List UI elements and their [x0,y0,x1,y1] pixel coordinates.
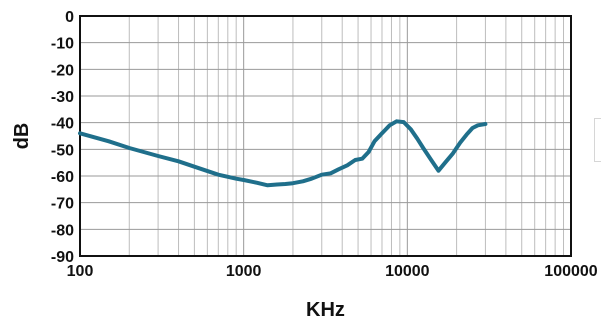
plot-area-frame [79,15,572,257]
y-tick-label: -10 [51,36,74,53]
grid-lines [80,16,571,256]
y-tick-label: -20 [51,62,74,79]
y-tick-label: -40 [51,116,74,133]
x-tick-labels: 100 1000 10000 100000 [67,263,598,280]
y-tick-label: -90 [51,249,74,266]
y-tick-label: -70 [51,196,74,213]
y-axis-label: dB [11,123,33,150]
x-axis-label: KHz [306,299,345,321]
y-tick-labels: 0 -10 -20 -30 -40 -50 -60 -70 -80 -90 [51,9,74,266]
series-layer [78,119,488,188]
series-line [78,119,488,188]
x-tick-label: 100 [67,263,94,280]
y-tick-label: 0 [65,9,74,26]
y-tick-label: -60 [51,169,74,186]
y-tick-label: -80 [51,222,74,239]
x-tick-label: 1000 [226,263,262,280]
legend-box [594,118,601,162]
y-tick-label: -30 [51,89,74,106]
x-tick-label: 100000 [544,263,597,280]
y-tick-label: -50 [51,142,74,159]
x-tick-label: 10000 [385,263,430,280]
